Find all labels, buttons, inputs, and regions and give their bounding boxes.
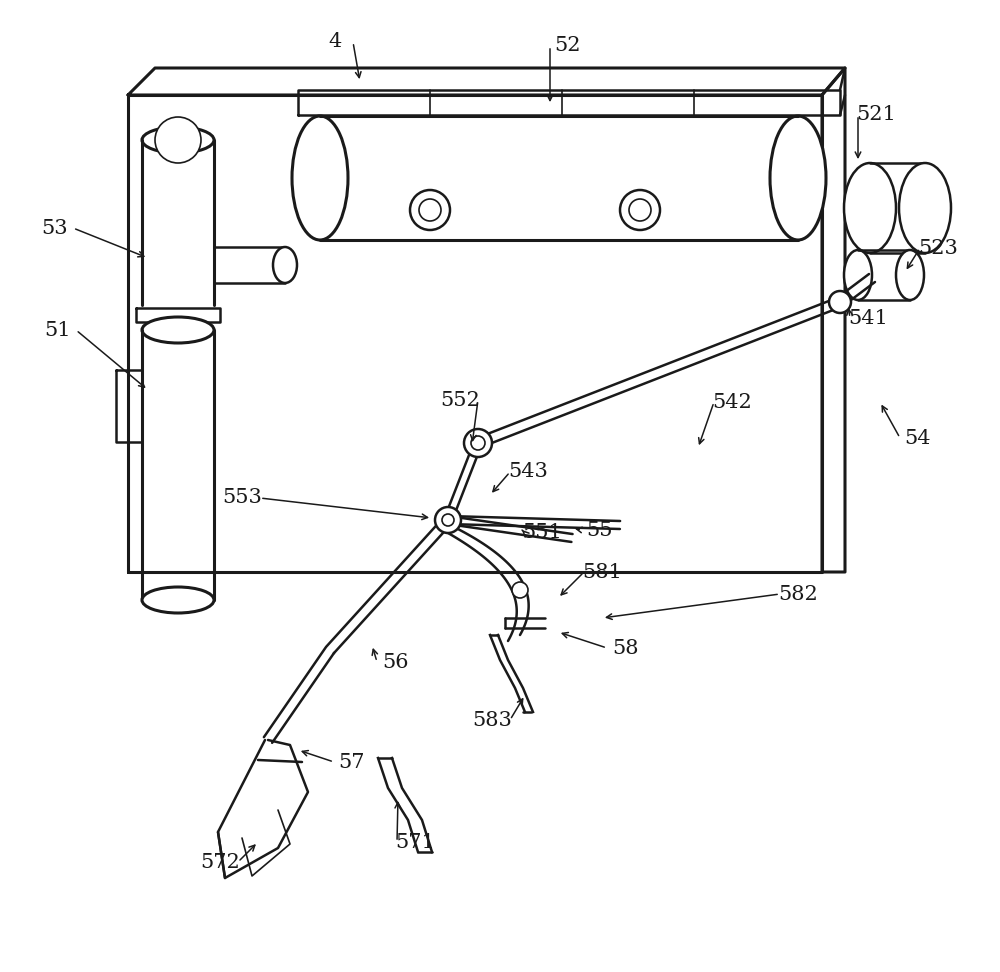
Text: 54: 54 <box>905 429 931 447</box>
Text: 53: 53 <box>42 219 68 237</box>
Circle shape <box>442 514 454 526</box>
Text: 572: 572 <box>200 852 240 872</box>
Ellipse shape <box>899 163 951 253</box>
Text: 543: 543 <box>508 463 548 481</box>
Text: 583: 583 <box>472 711 512 730</box>
Text: 55: 55 <box>587 520 613 539</box>
Circle shape <box>829 291 851 313</box>
Circle shape <box>629 199 651 221</box>
Text: 56: 56 <box>382 652 408 672</box>
Circle shape <box>419 199 441 221</box>
Text: 552: 552 <box>440 391 480 409</box>
Text: 571: 571 <box>395 832 435 851</box>
Text: 58: 58 <box>612 639 638 657</box>
Text: 57: 57 <box>339 752 365 772</box>
Text: 541: 541 <box>848 308 888 328</box>
Ellipse shape <box>142 317 214 343</box>
Circle shape <box>464 429 492 457</box>
Circle shape <box>410 190 450 230</box>
Text: 51: 51 <box>45 321 71 339</box>
Ellipse shape <box>770 116 826 240</box>
Text: 581: 581 <box>582 563 622 581</box>
Text: 582: 582 <box>778 584 818 604</box>
Ellipse shape <box>142 587 214 613</box>
Circle shape <box>620 190 660 230</box>
Text: 542: 542 <box>712 393 752 411</box>
Circle shape <box>471 436 485 450</box>
Circle shape <box>435 507 461 533</box>
Text: 523: 523 <box>918 238 958 258</box>
Ellipse shape <box>844 250 872 300</box>
Ellipse shape <box>844 163 896 253</box>
Text: 551: 551 <box>522 523 562 541</box>
Ellipse shape <box>292 116 348 240</box>
Ellipse shape <box>273 247 297 283</box>
Text: 4: 4 <box>328 32 342 52</box>
Text: 521: 521 <box>856 106 896 124</box>
Ellipse shape <box>142 127 214 153</box>
Circle shape <box>512 582 528 598</box>
Text: 52: 52 <box>555 37 581 55</box>
Text: 553: 553 <box>222 489 262 507</box>
Circle shape <box>155 117 201 163</box>
Ellipse shape <box>896 250 924 300</box>
